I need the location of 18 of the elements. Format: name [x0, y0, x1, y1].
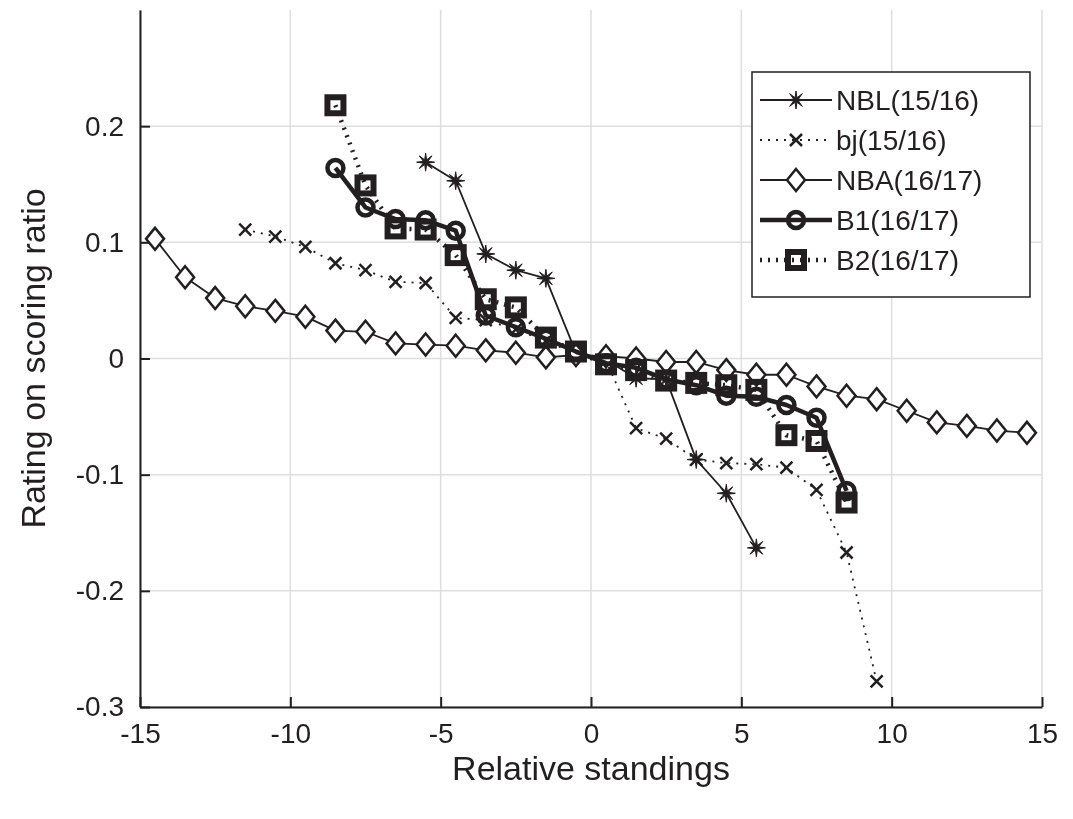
y-tick-label: -0.2 [75, 575, 124, 607]
legend-label: B2(16/17) [836, 245, 959, 276]
x-tick-label: -10 [270, 717, 312, 749]
y-tick-label: -0.1 [75, 459, 124, 491]
legend-label: NBL(15/16) [836, 85, 980, 116]
y-tick-label: 0.2 [85, 110, 124, 142]
x-tick-label: 15 [1026, 717, 1059, 749]
y-axis-title: Rating on scoring ratio [14, 188, 52, 529]
y-tick-label: 0 [108, 342, 124, 374]
x-tick-label: 0 [583, 717, 600, 749]
legend-label: NBA(16/17) [836, 165, 983, 196]
legend-label: B1(16/17) [836, 205, 959, 236]
y-tick-label: 0.1 [85, 226, 124, 258]
legend-label: bj(15/16) [836, 125, 947, 156]
x-tick-label: -5 [428, 717, 454, 749]
x-axis-title: Relative standings [452, 749, 730, 787]
x-tick-label: 5 [734, 717, 750, 749]
x-tick-label: 10 [876, 717, 908, 749]
